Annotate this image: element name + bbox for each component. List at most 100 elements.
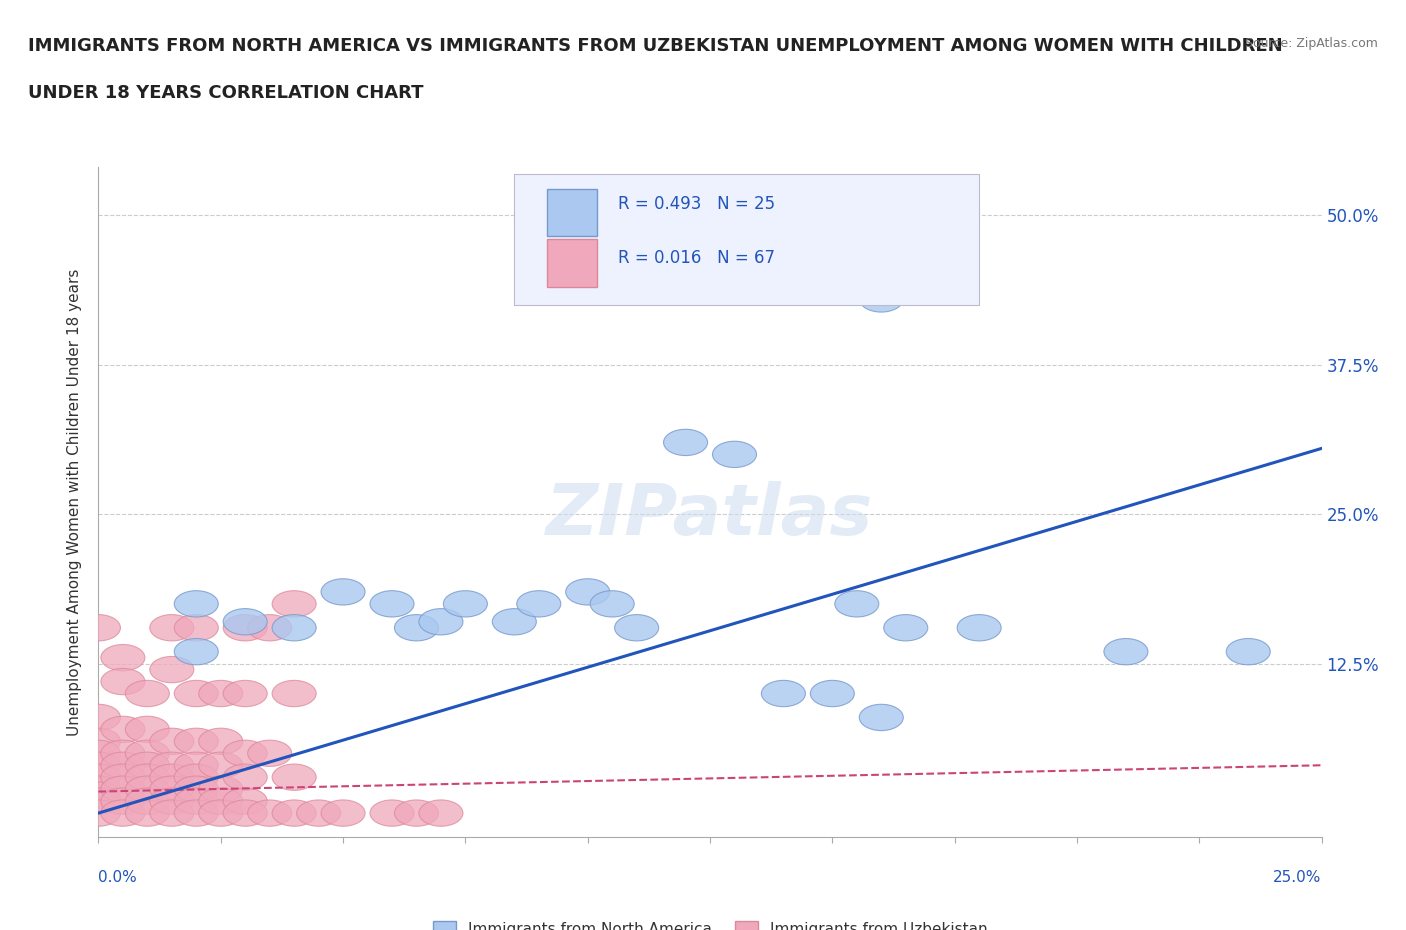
Ellipse shape — [565, 578, 610, 605]
Ellipse shape — [174, 615, 218, 641]
Ellipse shape — [224, 764, 267, 790]
Ellipse shape — [224, 740, 267, 766]
Ellipse shape — [150, 728, 194, 754]
Ellipse shape — [150, 615, 194, 641]
Ellipse shape — [150, 776, 194, 803]
Ellipse shape — [174, 776, 218, 803]
Ellipse shape — [859, 704, 903, 731]
Text: UNDER 18 YEARS CORRELATION CHART: UNDER 18 YEARS CORRELATION CHART — [28, 84, 423, 101]
Ellipse shape — [174, 800, 218, 826]
Ellipse shape — [76, 788, 121, 815]
Ellipse shape — [101, 752, 145, 778]
Ellipse shape — [125, 800, 169, 826]
Ellipse shape — [614, 615, 658, 641]
Ellipse shape — [198, 800, 243, 826]
Ellipse shape — [321, 578, 366, 605]
Text: ZIPatlas: ZIPatlas — [547, 481, 873, 550]
Ellipse shape — [224, 615, 267, 641]
FancyBboxPatch shape — [515, 174, 979, 305]
Ellipse shape — [101, 788, 145, 815]
Ellipse shape — [101, 716, 145, 742]
Ellipse shape — [76, 615, 121, 641]
Ellipse shape — [76, 752, 121, 778]
Ellipse shape — [224, 800, 267, 826]
Ellipse shape — [247, 615, 291, 641]
Ellipse shape — [150, 788, 194, 815]
Ellipse shape — [247, 800, 291, 826]
Ellipse shape — [101, 800, 145, 826]
Ellipse shape — [125, 764, 169, 790]
Ellipse shape — [174, 681, 218, 707]
Ellipse shape — [101, 644, 145, 671]
Ellipse shape — [492, 608, 536, 635]
Ellipse shape — [419, 800, 463, 826]
Ellipse shape — [174, 752, 218, 778]
Ellipse shape — [247, 740, 291, 766]
Ellipse shape — [395, 800, 439, 826]
Ellipse shape — [125, 681, 169, 707]
Ellipse shape — [664, 430, 707, 456]
Ellipse shape — [713, 441, 756, 468]
Ellipse shape — [174, 788, 218, 815]
Ellipse shape — [443, 591, 488, 617]
Ellipse shape — [76, 776, 121, 803]
Ellipse shape — [174, 591, 218, 617]
Ellipse shape — [198, 752, 243, 778]
Ellipse shape — [198, 681, 243, 707]
Ellipse shape — [125, 716, 169, 742]
Ellipse shape — [810, 681, 855, 707]
Ellipse shape — [174, 764, 218, 790]
Ellipse shape — [76, 740, 121, 766]
Ellipse shape — [591, 591, 634, 617]
Ellipse shape — [125, 776, 169, 803]
Ellipse shape — [76, 728, 121, 754]
Text: R = 0.016   N = 67: R = 0.016 N = 67 — [619, 249, 775, 267]
Ellipse shape — [76, 782, 121, 808]
Ellipse shape — [419, 608, 463, 635]
Ellipse shape — [198, 776, 243, 803]
Ellipse shape — [76, 764, 121, 790]
FancyBboxPatch shape — [547, 189, 598, 236]
Ellipse shape — [1104, 639, 1147, 665]
Ellipse shape — [76, 800, 121, 826]
Ellipse shape — [273, 764, 316, 790]
Ellipse shape — [198, 728, 243, 754]
Ellipse shape — [224, 608, 267, 635]
Ellipse shape — [395, 615, 439, 641]
Ellipse shape — [101, 776, 145, 803]
Ellipse shape — [125, 788, 169, 815]
Ellipse shape — [125, 740, 169, 766]
Text: 25.0%: 25.0% — [1274, 870, 1322, 884]
Ellipse shape — [517, 591, 561, 617]
Ellipse shape — [150, 764, 194, 790]
Ellipse shape — [101, 669, 145, 695]
Ellipse shape — [762, 681, 806, 707]
Ellipse shape — [101, 740, 145, 766]
Ellipse shape — [224, 788, 267, 815]
Ellipse shape — [273, 681, 316, 707]
Text: Source: ZipAtlas.com: Source: ZipAtlas.com — [1244, 37, 1378, 50]
Text: R = 0.493   N = 25: R = 0.493 N = 25 — [619, 195, 776, 213]
Ellipse shape — [884, 615, 928, 641]
Ellipse shape — [370, 591, 413, 617]
Y-axis label: Unemployment Among Women with Children Under 18 years: Unemployment Among Women with Children U… — [67, 269, 83, 736]
Ellipse shape — [273, 800, 316, 826]
Ellipse shape — [101, 764, 145, 790]
Ellipse shape — [835, 591, 879, 617]
Ellipse shape — [174, 728, 218, 754]
Ellipse shape — [297, 800, 340, 826]
Ellipse shape — [150, 752, 194, 778]
Ellipse shape — [273, 615, 316, 641]
Ellipse shape — [150, 800, 194, 826]
Ellipse shape — [76, 704, 121, 731]
Ellipse shape — [224, 681, 267, 707]
Ellipse shape — [321, 800, 366, 826]
Ellipse shape — [150, 657, 194, 683]
Text: 0.0%: 0.0% — [98, 870, 138, 884]
Ellipse shape — [198, 788, 243, 815]
Ellipse shape — [1226, 639, 1270, 665]
Ellipse shape — [174, 639, 218, 665]
Text: IMMIGRANTS FROM NORTH AMERICA VS IMMIGRANTS FROM UZBEKISTAN UNEMPLOYMENT AMONG W: IMMIGRANTS FROM NORTH AMERICA VS IMMIGRA… — [28, 37, 1282, 55]
Ellipse shape — [957, 615, 1001, 641]
Ellipse shape — [859, 286, 903, 312]
